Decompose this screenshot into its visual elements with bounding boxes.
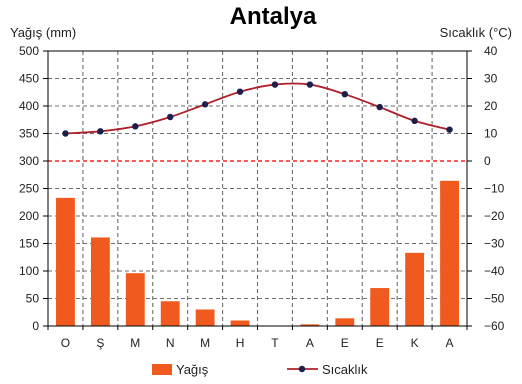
tick-label-x: M — [130, 336, 140, 350]
temperature-point — [306, 81, 314, 88]
temperature-point — [446, 126, 453, 133]
temperature-point — [376, 103, 383, 111]
temperature-line — [62, 81, 453, 137]
tick-label-x: O — [61, 336, 70, 350]
bar-precipitation — [195, 309, 215, 326]
tick-label-x: M — [200, 336, 210, 350]
bar-precipitation — [300, 324, 320, 326]
tick-label-right: −20 — [484, 209, 505, 223]
temperature-point — [62, 130, 69, 137]
legend-swatch-precipitation — [152, 364, 172, 375]
tick-label-right: −10 — [484, 182, 505, 196]
tick-label-x: H — [236, 336, 245, 350]
tick-label-right: 40 — [484, 44, 498, 58]
bar-precipitation — [335, 318, 355, 326]
tick-label-left: 200 — [19, 209, 39, 223]
tick-label-left: 50 — [26, 292, 40, 306]
tick-label-left: 0 — [32, 319, 39, 333]
tick-labels: 050100150200250300350400450500−60−50−40−… — [19, 44, 505, 350]
tick-label-right: 0 — [484, 154, 491, 168]
legend-label-precipitation: Yağış — [176, 362, 209, 377]
tick-label-left: 300 — [19, 154, 39, 168]
bar-precipitation — [440, 180, 459, 326]
bar-precipitation — [125, 273, 145, 326]
tick-label-right: 30 — [484, 72, 498, 86]
tick-label-x: E — [376, 336, 384, 350]
bar-precipitation — [230, 320, 250, 326]
bar-precipitation — [405, 252, 425, 326]
tick-label-right: 20 — [484, 99, 498, 113]
tick-label-right: −30 — [484, 237, 505, 251]
tick-label-x: Ş — [96, 336, 104, 350]
legend: Yağış Sıcaklık — [152, 362, 368, 377]
tick-label-left: 350 — [19, 127, 39, 141]
tick-label-left: 150 — [19, 237, 39, 251]
temperature-point — [97, 128, 104, 135]
tick-label-x: A — [446, 336, 454, 350]
y-axis-right-label: Sıcaklık (°C) — [440, 25, 512, 40]
tick-label-x: N — [166, 336, 175, 350]
bar-precipitation — [90, 237, 110, 326]
tick-label-right: −60 — [484, 319, 505, 333]
temperature-point — [132, 123, 139, 130]
tick-label-left: 400 — [19, 99, 39, 113]
tick-label-right: −50 — [484, 292, 505, 306]
tick-label-left: 100 — [19, 264, 39, 278]
chart-title: Antalya — [230, 3, 317, 30]
tick-label-right: 10 — [484, 127, 498, 141]
precipitation-bars — [56, 180, 459, 326]
legend-label-temperature: Sıcaklık — [322, 362, 368, 377]
bar-precipitation — [56, 197, 75, 326]
bar-precipitation — [370, 288, 390, 326]
legend-marker-temperature — [298, 365, 306, 373]
y-axis-left-label: Yağış (mm) — [10, 25, 76, 40]
temperature-point — [201, 101, 209, 108]
axes — [43, 50, 472, 330]
grid — [48, 51, 467, 326]
temperature-point — [411, 117, 418, 125]
tick-label-right: −40 — [484, 264, 505, 278]
temperature-point — [341, 90, 348, 98]
tick-label-left: 450 — [19, 72, 39, 86]
temperature-point — [167, 113, 174, 121]
temperature-point — [236, 88, 244, 95]
tick-label-x: T — [271, 336, 279, 350]
tick-label-x: K — [411, 336, 419, 350]
tick-label-left: 250 — [19, 182, 39, 196]
temperature-point — [271, 81, 279, 88]
tick-label-x: A — [306, 336, 314, 350]
tick-label-left: 500 — [19, 44, 39, 58]
tick-label-x: E — [341, 336, 349, 350]
bar-precipitation — [160, 301, 180, 326]
